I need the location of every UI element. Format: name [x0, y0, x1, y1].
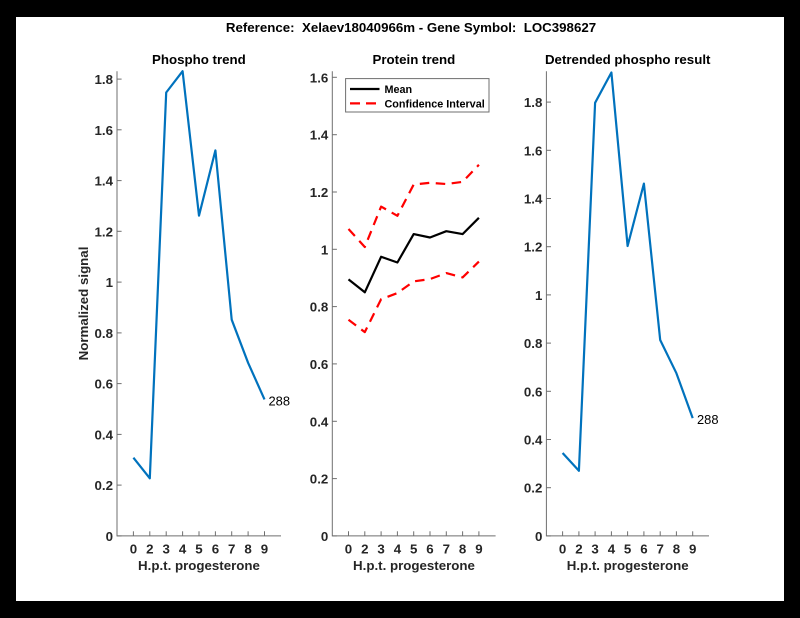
- svg-text:0: 0: [321, 529, 328, 544]
- svg-text:H.p.t. progesterone: H.p.t. progesterone: [138, 558, 260, 573]
- svg-text:0.4: 0.4: [310, 414, 329, 429]
- svg-text:3: 3: [591, 542, 598, 557]
- svg-text:1.6: 1.6: [524, 143, 543, 158]
- svg-text:9: 9: [261, 542, 268, 557]
- svg-text:7: 7: [228, 542, 235, 557]
- svg-text:288: 288: [697, 412, 719, 427]
- svg-text:5: 5: [195, 542, 203, 557]
- svg-text:0: 0: [535, 529, 542, 544]
- svg-text:Phospho trend: Phospho trend: [152, 52, 246, 67]
- svg-text:1.4: 1.4: [524, 192, 543, 207]
- svg-text:1: 1: [106, 275, 114, 290]
- svg-text:0: 0: [345, 542, 352, 557]
- svg-text:1.6: 1.6: [310, 70, 329, 85]
- svg-text:0.8: 0.8: [95, 326, 114, 341]
- svg-text:1.4: 1.4: [95, 174, 114, 189]
- svg-text:3: 3: [377, 542, 384, 557]
- svg-text:Confidence Interval: Confidence Interval: [385, 98, 485, 110]
- svg-text:0: 0: [130, 542, 137, 557]
- svg-text:3: 3: [162, 542, 169, 557]
- svg-text:7: 7: [656, 542, 663, 557]
- svg-text:8: 8: [673, 542, 680, 557]
- svg-text:1.2: 1.2: [524, 240, 543, 255]
- svg-text:0.8: 0.8: [524, 336, 543, 351]
- svg-text:1.8: 1.8: [524, 95, 543, 110]
- svg-text:0.2: 0.2: [524, 481, 543, 496]
- svg-text:7: 7: [443, 542, 450, 557]
- svg-text:Reference: Xelaev18040966m -: Reference: Xelaev18040966m - Gene Symbol…: [226, 20, 596, 35]
- svg-text:2: 2: [146, 542, 153, 557]
- svg-text:Detrended phospho result: Detrended phospho result: [545, 52, 711, 67]
- svg-text:288: 288: [269, 393, 291, 408]
- svg-text:9: 9: [689, 542, 696, 557]
- svg-text:8: 8: [244, 542, 251, 557]
- svg-text:4: 4: [608, 542, 616, 557]
- svg-text:0.6: 0.6: [524, 384, 543, 399]
- svg-text:0: 0: [559, 542, 566, 557]
- svg-text:H.p.t. progesterone: H.p.t. progesterone: [353, 558, 475, 573]
- svg-text:5: 5: [624, 542, 632, 557]
- svg-text:0.2: 0.2: [310, 472, 329, 487]
- svg-text:Normalized signal: Normalized signal: [76, 247, 91, 361]
- svg-text:8: 8: [459, 542, 466, 557]
- svg-text:6: 6: [426, 542, 433, 557]
- svg-text:0.4: 0.4: [524, 433, 543, 448]
- svg-text:H.p.t. progesterone: H.p.t. progesterone: [567, 558, 689, 573]
- svg-text:0: 0: [106, 529, 113, 544]
- svg-text:0.4: 0.4: [95, 427, 114, 442]
- svg-text:0.8: 0.8: [310, 300, 329, 315]
- svg-text:4: 4: [394, 542, 402, 557]
- svg-text:6: 6: [212, 542, 219, 557]
- svg-text:0.2: 0.2: [95, 478, 114, 493]
- svg-text:1.4: 1.4: [310, 128, 329, 143]
- svg-text:0.6: 0.6: [95, 377, 114, 392]
- svg-text:2: 2: [575, 542, 582, 557]
- svg-text:1.6: 1.6: [95, 123, 114, 138]
- svg-text:1: 1: [321, 242, 329, 257]
- svg-text:5: 5: [410, 542, 418, 557]
- svg-text:Protein trend: Protein trend: [373, 52, 456, 67]
- svg-text:0.6: 0.6: [310, 357, 329, 372]
- svg-text:1.2: 1.2: [310, 185, 329, 200]
- svg-text:1.8: 1.8: [95, 72, 114, 87]
- svg-text:1: 1: [535, 288, 543, 303]
- svg-text:Mean: Mean: [385, 84, 413, 96]
- svg-text:9: 9: [475, 542, 482, 557]
- svg-text:1.2: 1.2: [95, 224, 114, 239]
- svg-text:6: 6: [640, 542, 647, 557]
- svg-text:4: 4: [179, 542, 187, 557]
- svg-text:2: 2: [361, 542, 368, 557]
